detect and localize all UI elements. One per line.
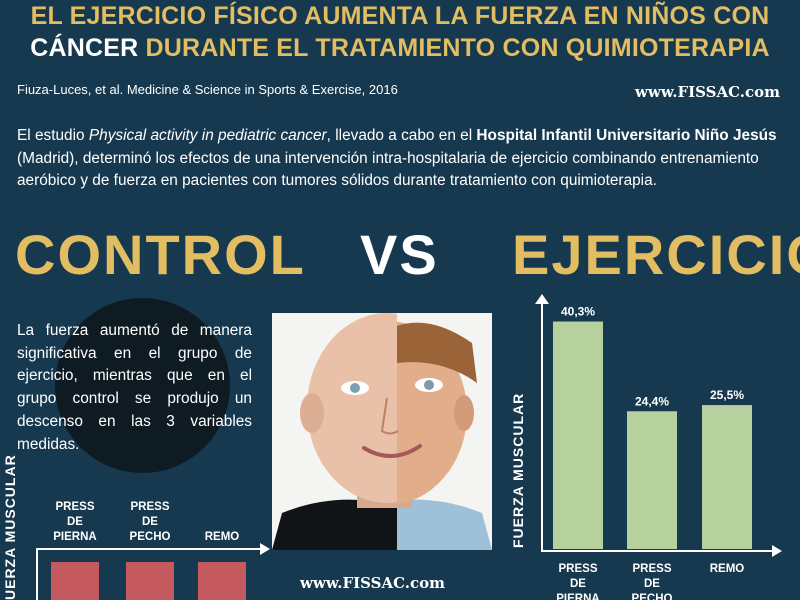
exercise-category-label: PIERNA (556, 593, 599, 600)
exercise-bar (553, 321, 603, 549)
control-category-label: DE (142, 516, 158, 528)
control-bar (198, 562, 246, 600)
exercise-category-label: PRESS (559, 563, 598, 575)
exercise-heading: EJERCICIO (512, 223, 800, 286)
citation: Fiuza-Luces, et al. Medicine & Science i… (17, 82, 398, 97)
control-x-axis (36, 548, 261, 550)
exercise-bar (627, 411, 677, 549)
control-category-label: PECHO (130, 531, 171, 543)
intro-paragraph: El estudio Physical activity in pediatri… (17, 125, 782, 193)
control-category-label: PRESS (131, 501, 170, 513)
exercise-category-label: REMO (710, 563, 745, 575)
control-bar (51, 562, 99, 600)
control-category-label: PRESS (56, 501, 95, 513)
title-line-2: CÁNCER DURANTE EL TRATAMIENTO CON QUIMIO… (0, 33, 800, 63)
exercise-value-label: 25,5% (710, 388, 744, 402)
exercise-x-axis (541, 550, 773, 552)
exercise-value-label: 40,3% (561, 305, 595, 319)
exercise-y-axis (541, 300, 543, 552)
title-rest: DURANTE EL TRATAMIENTO CON QUIMIOTERAPIA (145, 34, 770, 62)
title-line-1: EL EJERCICIO FÍSICO AUMENTA LA FUERZA EN… (30, 2, 770, 30)
exercise-category-label: DE (644, 578, 660, 590)
x-arrow-icon-control (260, 543, 270, 555)
study-title: Physical activity in pediatric cancer (88, 127, 327, 144)
site-link-bottom[interactable]: www.FISSAC.com (300, 574, 445, 592)
exercise-category-label: PECHO (632, 593, 673, 600)
exercise-bar (702, 405, 752, 549)
control-y-axis (36, 548, 38, 600)
exercise-category-label: PRESS (633, 563, 672, 575)
y-arrow-icon (535, 294, 549, 304)
control-category-label: DE (67, 516, 83, 528)
title-word-cancer: CÁNCER (30, 34, 139, 62)
child-portrait-image (272, 313, 492, 550)
control-heading: CONTROL (15, 223, 306, 286)
summary-text: La fuerza aumentó de manera significativ… (17, 322, 252, 453)
vs-heading: VS (360, 223, 439, 286)
exercise-value-label: 24,4% (635, 394, 669, 408)
x-arrow-icon (772, 545, 782, 557)
intro-text-1: El estudio (17, 127, 89, 144)
hospital-name: Hospital Infantil Universitario Niño Jes… (476, 127, 777, 144)
intro-text-3: (Madrid), determinó los efectos de una i… (17, 149, 759, 190)
summary-circle (55, 298, 230, 473)
exercise-category-label: DE (570, 578, 586, 590)
intro-text-2: , llevado a cabo en el (326, 127, 477, 144)
control-category-label: PIERNA (53, 531, 96, 543)
site-link-top[interactable]: www.FISSAC.com (635, 83, 780, 101)
control-category-label: REMO (205, 531, 240, 543)
control-bar (126, 562, 174, 600)
